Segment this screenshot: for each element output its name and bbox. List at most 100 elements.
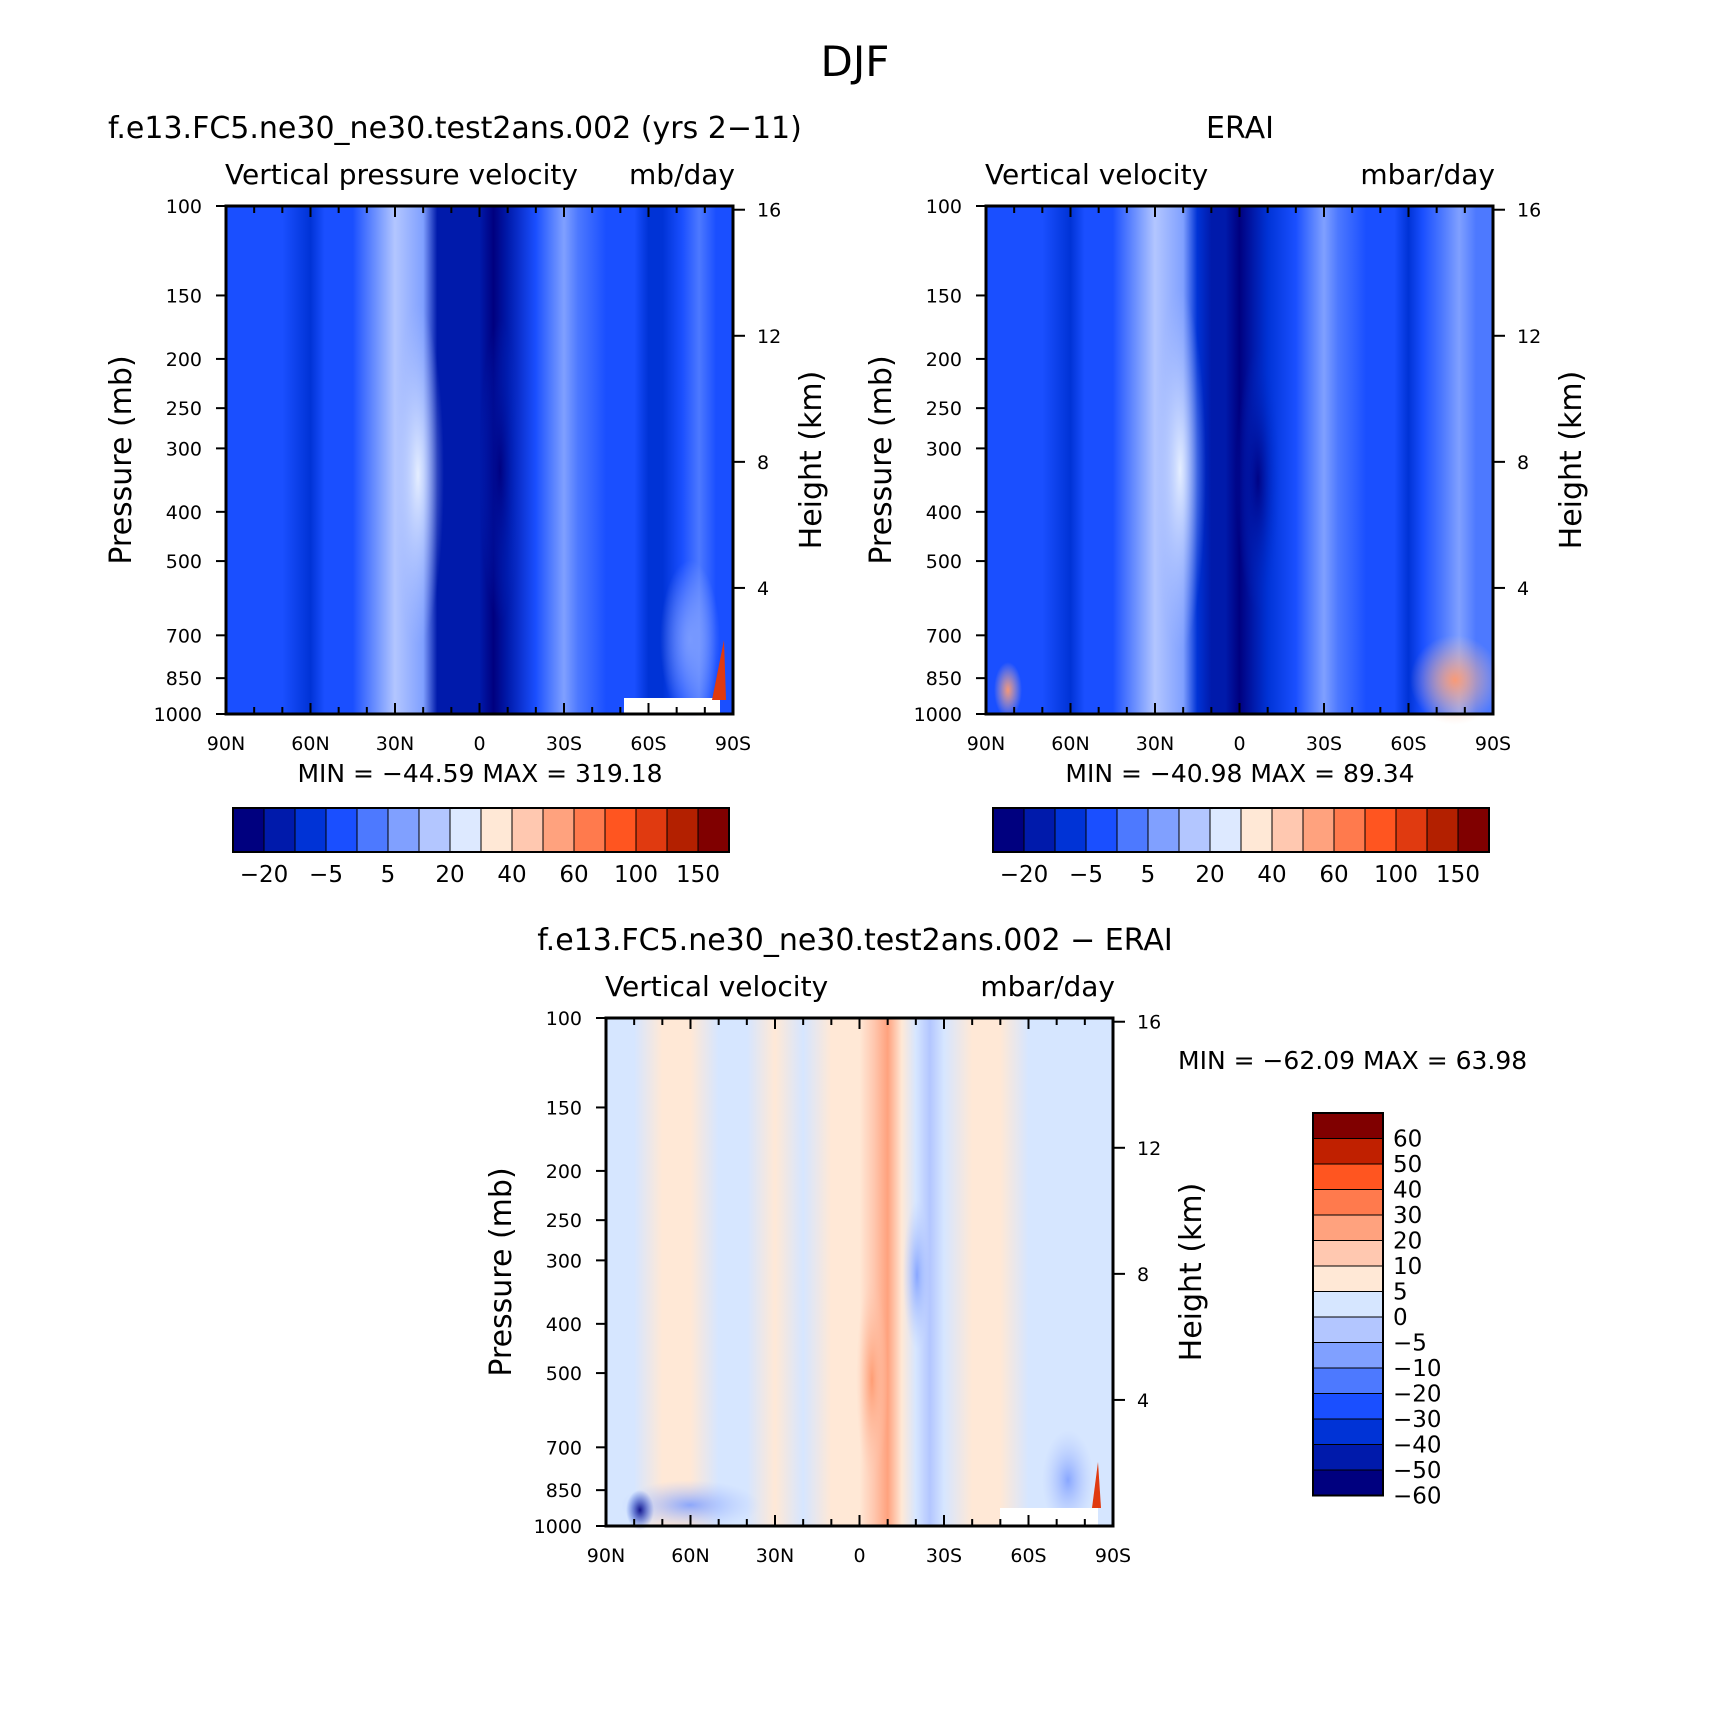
x-tick-label: 60N <box>291 733 329 755</box>
colorbar-label: −5 <box>1069 862 1103 888</box>
colorbar-frame <box>992 807 1490 853</box>
colorbar-box <box>1312 1291 1384 1318</box>
sh-surface-negative-anomaly <box>1042 1430 1094 1530</box>
x-tick-label: 30S <box>926 1545 962 1567</box>
colorbar-label: 10 <box>1393 1254 1422 1280</box>
colorbar-label: 60 <box>1319 862 1348 888</box>
y-tick-label: 1000 <box>534 1516 582 1538</box>
y-tick-label: 700 <box>166 625 202 647</box>
y-axis-label-difference: Pressure (mb) <box>484 1167 519 1376</box>
panel-obs: ERAI Vertical velocity mbar/day 90N 60N 30… <box>864 111 1589 888</box>
y-tick-label: 300 <box>546 1250 582 1272</box>
y-tick-label: 400 <box>166 502 202 524</box>
panel-obs-left-subtitle: Vertical velocity <box>985 158 1208 191</box>
colorbar-box <box>1312 1342 1384 1369</box>
y-tick-label: 300 <box>926 438 962 460</box>
colorbar-label: 100 <box>1374 862 1418 888</box>
colorbar-box <box>542 807 575 853</box>
colorbar-label: −5 <box>1393 1331 1427 1357</box>
colorbar-box <box>666 807 699 853</box>
colorbar-box <box>1426 807 1459 853</box>
x-tick-label: 90N <box>207 733 245 755</box>
y-tick-label: 150 <box>926 285 962 307</box>
colorbar-box <box>232 807 265 853</box>
x-tick-label: 0 <box>473 733 485 755</box>
surface-maximum-model <box>712 640 726 700</box>
x-tick-label: 60S <box>1010 1545 1046 1567</box>
contour-fill-difference <box>606 1018 1113 1526</box>
x-tick-label: 30N <box>376 733 414 755</box>
x-tick-label: 30S <box>546 733 582 755</box>
panel-model-left-subtitle: Vertical pressure velocity <box>225 158 578 191</box>
y-tick-label: 300 <box>166 438 202 460</box>
stats-obs: MIN = −40.98 MAX = 89.34 <box>1065 759 1414 788</box>
y2-tick-label: 4 <box>1137 1390 1149 1412</box>
y-tick-label: 100 <box>926 196 962 218</box>
colorbar-label: −60 <box>1393 1484 1442 1510</box>
colorbar-label: −50 <box>1393 1458 1442 1484</box>
panel-model-units: mb/day <box>629 158 735 191</box>
equatorial-positive-anomaly <box>856 1280 888 1480</box>
descent-core-model <box>480 320 520 620</box>
colorbar-label: 20 <box>435 862 464 888</box>
y-axis-label-obs: Pressure (mb) <box>864 355 899 564</box>
y-tick-label: 1000 <box>914 704 962 726</box>
figure-title: DJF <box>821 37 890 86</box>
colorbar-box <box>635 807 668 853</box>
colorbar-box <box>1312 1138 1384 1165</box>
x-tick-label: 90N <box>587 1545 625 1567</box>
y2-tick-label: 4 <box>757 578 769 600</box>
colorbar-model: −20 −5 5 20 40 60 100 150 <box>232 807 730 888</box>
colorbar-label: 5 <box>1393 1280 1408 1306</box>
colorbar-box <box>511 807 544 853</box>
colorbar-box <box>263 807 296 853</box>
colorbar-box <box>1312 1214 1384 1241</box>
y2-tick-label: 8 <box>1137 1264 1149 1286</box>
colorbar-label: −10 <box>1393 1356 1442 1382</box>
panel-obs-units: mbar/day <box>1360 158 1495 191</box>
colorbar-label: 100 <box>614 862 658 888</box>
y-tick-label: 250 <box>926 398 962 420</box>
y2-tick-label: 12 <box>1517 326 1541 348</box>
y-tick-label: 400 <box>546 1314 582 1336</box>
y-tick-label: 100 <box>166 196 202 218</box>
plot-area-difference <box>604 1016 1115 1530</box>
colorbar-box <box>418 807 451 853</box>
y2-axis-label-obs: Height (km) <box>1554 371 1589 550</box>
surface-ascent-obs <box>1410 635 1500 725</box>
x-tick-label: 0 <box>853 1545 865 1567</box>
surface-ascent-nh-obs <box>994 662 1022 718</box>
colorbar-box <box>1271 807 1304 853</box>
y2-tick-label: 16 <box>1137 1012 1161 1034</box>
colorbar-box <box>992 807 1025 853</box>
y-tick-label: 100 <box>546 1008 582 1030</box>
y-tick-label: 850 <box>546 1480 582 1502</box>
colorbar-label: −40 <box>1393 1433 1442 1459</box>
colorbar-frame <box>232 807 730 853</box>
colorbar-label: −30 <box>1393 1407 1442 1433</box>
missing-data-mask-difference <box>1000 1508 1098 1526</box>
x-tick-label: 90S <box>1095 1545 1131 1567</box>
stats-difference: MIN = −62.09 MAX = 63.98 <box>1178 1046 1527 1075</box>
southern-negative-anomaly <box>903 1200 931 1350</box>
colorbar-box <box>1240 807 1273 853</box>
colorbar-box <box>449 807 482 853</box>
colorbar-label: 40 <box>497 862 526 888</box>
colorbar-frame <box>1312 1112 1384 1497</box>
y2-tick-label: 4 <box>1517 578 1529 600</box>
plot-area-model <box>224 204 735 720</box>
colorbar-box <box>1116 807 1149 853</box>
x-tick-label: 90S <box>715 733 751 755</box>
colorbar-box <box>1312 1240 1384 1267</box>
colorbar-box <box>387 807 420 853</box>
y-tick-label: 150 <box>546 1097 582 1119</box>
colorbar-box <box>1312 1418 1384 1445</box>
x-tick-label: 30N <box>756 1545 794 1567</box>
colorbar-box <box>1312 1444 1384 1471</box>
colorbar-label: 60 <box>1393 1127 1422 1153</box>
y-tick-label: 850 <box>926 668 962 690</box>
y-tick-label: 1000 <box>154 704 202 726</box>
colorbar-box <box>1054 807 1087 853</box>
x-tick-label: 90S <box>1475 733 1511 755</box>
